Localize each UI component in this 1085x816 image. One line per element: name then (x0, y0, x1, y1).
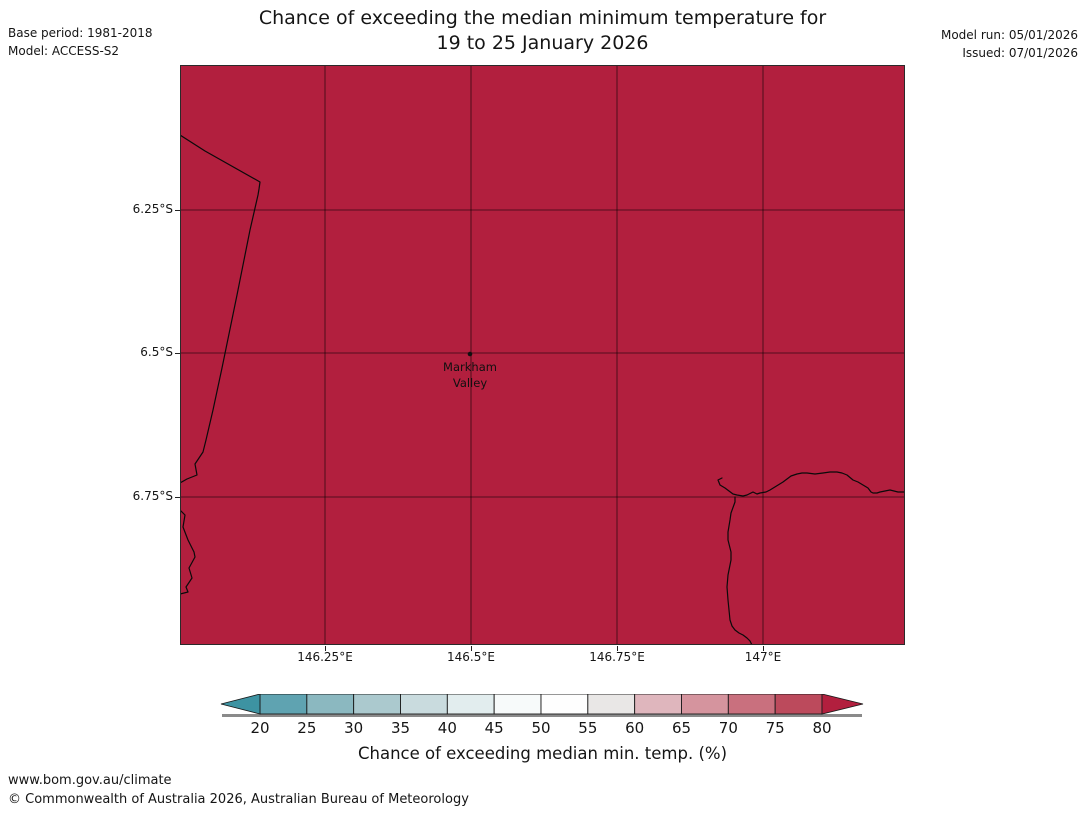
coastline-northwest (180, 134, 261, 484)
colorbar-baseline (222, 714, 862, 717)
map-canvas (180, 65, 905, 645)
longitude-tick-label: 146.75°E (589, 650, 645, 664)
page-title: Chance of exceeding the median minimum t… (258, 7, 827, 29)
model-metadata: Base period: 1981-2018 Model: ACCESS-S2 (8, 24, 153, 60)
river-line (726, 496, 753, 645)
colorbar-segments (259, 694, 823, 715)
colorbar-segment (727, 694, 776, 715)
colorbar-tick-label: 25 (297, 719, 317, 737)
colorbar-segment (400, 694, 448, 715)
website-url-text: www.bom.gov.au/climate (8, 773, 172, 788)
place-label: Markham Valley (420, 359, 520, 391)
latitude-tick-label: 6.25°S (132, 202, 173, 216)
copyright-text: © Commonwealth of Australia 2026, Austra… (8, 792, 469, 807)
colorbar-tick-label: 30 (344, 719, 364, 737)
longitude-tick-mark (325, 646, 326, 651)
colorbar-segment (306, 694, 355, 715)
colorbar-tick-label: 70 (718, 719, 738, 737)
colorbar-label: Chance of exceeding median min. temp. (%… (357, 744, 728, 763)
colorbar-segment (259, 694, 308, 715)
map-plot: Markham Valley (180, 65, 905, 645)
colorbar-left-arrow (220, 694, 261, 715)
colorbar-segment (446, 694, 495, 715)
colorbar-segment (634, 694, 682, 715)
colorbar-segment (493, 694, 542, 715)
longitude-tick-label: 146.25°E (297, 650, 353, 664)
issued-date-text: Issued: 07/01/2026 (962, 46, 1078, 60)
coastline-southwest (180, 509, 196, 595)
colorbar-tick-label: 35 (390, 719, 411, 737)
place-label-line2: Valley (452, 376, 488, 390)
place-marker-dot (467, 351, 473, 357)
colorbar-right-arrow (821, 694, 864, 715)
latitude-tick-label: 6.75°S (132, 489, 173, 503)
longitude-tick-label: 146.5°E (447, 650, 495, 664)
colorbar-tick-label: 50 (531, 719, 551, 737)
coastline-paths (180, 134, 905, 645)
longitude-tick-label: 147°E (744, 650, 782, 664)
colorbar (220, 694, 864, 717)
latitude-tick-mark (175, 497, 180, 498)
latitude-tick-label: 6.5°S (140, 345, 173, 359)
colorbar-tick-label: 55 (578, 719, 598, 737)
colorbar-segment (587, 694, 636, 715)
run-metadata: Model run: 05/01/2026 Issued: 07/01/2026 (941, 26, 1078, 62)
base-period-text: Base period: 1981-2018 (8, 26, 153, 40)
coastline-southeast (717, 471, 905, 497)
map-border (180, 65, 905, 645)
longitude-tick-mark (471, 646, 472, 651)
colorbar-tick-label: 80 (812, 719, 832, 737)
colorbar-tick-label: 65 (671, 719, 692, 737)
latitude-tick-mark (175, 210, 180, 211)
colorbar-tick-label: 60 (625, 719, 645, 737)
colorbar-tick-label: 45 (484, 719, 504, 737)
model-run-text: Model run: 05/01/2026 (940, 28, 1078, 42)
latitude-tick-mark (175, 353, 180, 354)
colorbar-segment (540, 694, 589, 715)
colorbar-segment (353, 694, 401, 715)
colorbar-tick-label: 75 (765, 719, 785, 737)
model-name-text: Model: ACCESS-S2 (8, 44, 120, 58)
graticule-lines (180, 65, 905, 645)
colorbar-segment (774, 694, 823, 715)
colorbar-tick-label: 40 (437, 719, 457, 737)
longitude-tick-mark (763, 646, 764, 651)
map-fill-region (180, 65, 905, 645)
colorbar-tick-label: 20 (250, 719, 270, 737)
longitude-tick-mark (617, 646, 618, 651)
colorbar-segment (681, 694, 729, 715)
place-label-line1: Markham (443, 360, 497, 374)
page-title-dates: 19 to 25 January 2026 (436, 32, 649, 54)
